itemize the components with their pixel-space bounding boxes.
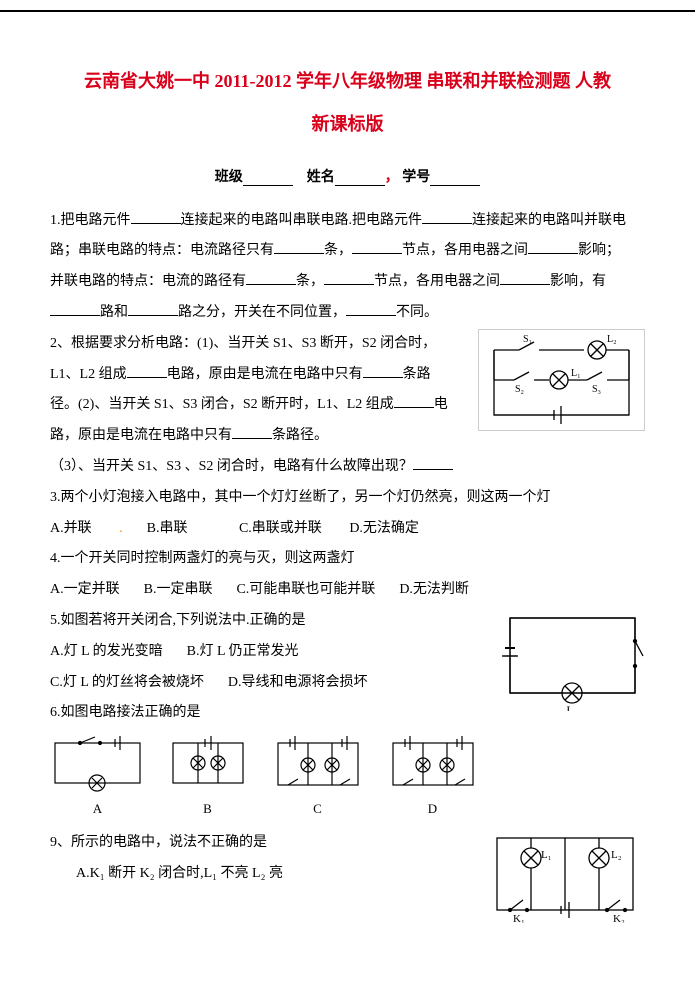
circuit-diagram-q9: L₁ L₂ K₁ K₂ (485, 828, 645, 923)
figure-c-label: C (313, 795, 322, 824)
figure-b-label: B (203, 795, 212, 824)
question-1-line2: 路；串联电路的特点：电流路径只有条，节点，各用电器之间影响； (50, 236, 645, 267)
orange-dot-icon: . (119, 514, 123, 545)
circuit-diagram-q5: L (500, 606, 645, 711)
svg-text:S₂: S₂ (515, 384, 524, 395)
question-1: 1.把电路元件连接起来的电路叫串联电路.把电路元件连接起来的电路叫并联电 (50, 206, 645, 237)
question-2-line5: （3）、当开关 S1、S3 、S2 闭合时，电路有什么故障出现？ (50, 452, 645, 483)
svg-text:K₂: K₂ (613, 913, 625, 923)
meta-class-label: 班级 (215, 170, 243, 185)
question-3-options: A.并联 .B.串联 C.串联或并联 D.无法确定 (50, 514, 645, 545)
circuit-diagram-q2: S₁ L₂ S₂ L₁ S₃ (478, 329, 645, 431)
figure-a: A (50, 735, 145, 824)
question-1-line4: 路和路之分，开关在不同位置，不同。 (50, 298, 645, 329)
question-6-figures: A B (50, 735, 645, 824)
meta-line: 班级 姓名， 学号 (50, 166, 645, 186)
figure-c: C (270, 735, 365, 824)
figure-d: D (385, 735, 480, 824)
svg-text:L₂: L₂ (611, 849, 622, 861)
figure-b: B (165, 735, 250, 824)
meta-name-label: 姓名 (307, 170, 335, 185)
doc-title: 云南省大姚一中 2011-2012 学年八年级物理 串联和并联检测题 人教 (50, 62, 645, 102)
doc-subtitle: 新课标版 (50, 110, 645, 136)
svg-text:K₁: K₁ (513, 913, 525, 923)
question-1-line3: 并联电路的特点：电流的路径有条，节点，各用电器之间影响，有 (50, 267, 645, 298)
question-3: 3.两个小灯泡接入电路中，其中一个灯灯丝断了，另一个灯仍然亮，则这两一个灯 (50, 483, 645, 514)
svg-text:L₂: L₂ (607, 334, 617, 345)
figure-d-label: D (428, 795, 437, 824)
svg-text:S₃: S₃ (592, 384, 601, 395)
question-4: 4.一个开关同时控制两盏灯的亮与灭，则这两盏灯 (50, 544, 645, 575)
question-4-options: A.一定并联B.一定串联C.可能串联也可能并联D.无法判断 (50, 575, 645, 606)
svg-text:L₁: L₁ (571, 368, 581, 379)
svg-text:S₁: S₁ (523, 334, 532, 345)
svg-text:L: L (566, 703, 573, 711)
meta-id-label: 学号 (402, 170, 430, 185)
svg-text:L₁: L₁ (541, 849, 552, 861)
figure-a-label: A (93, 795, 102, 824)
